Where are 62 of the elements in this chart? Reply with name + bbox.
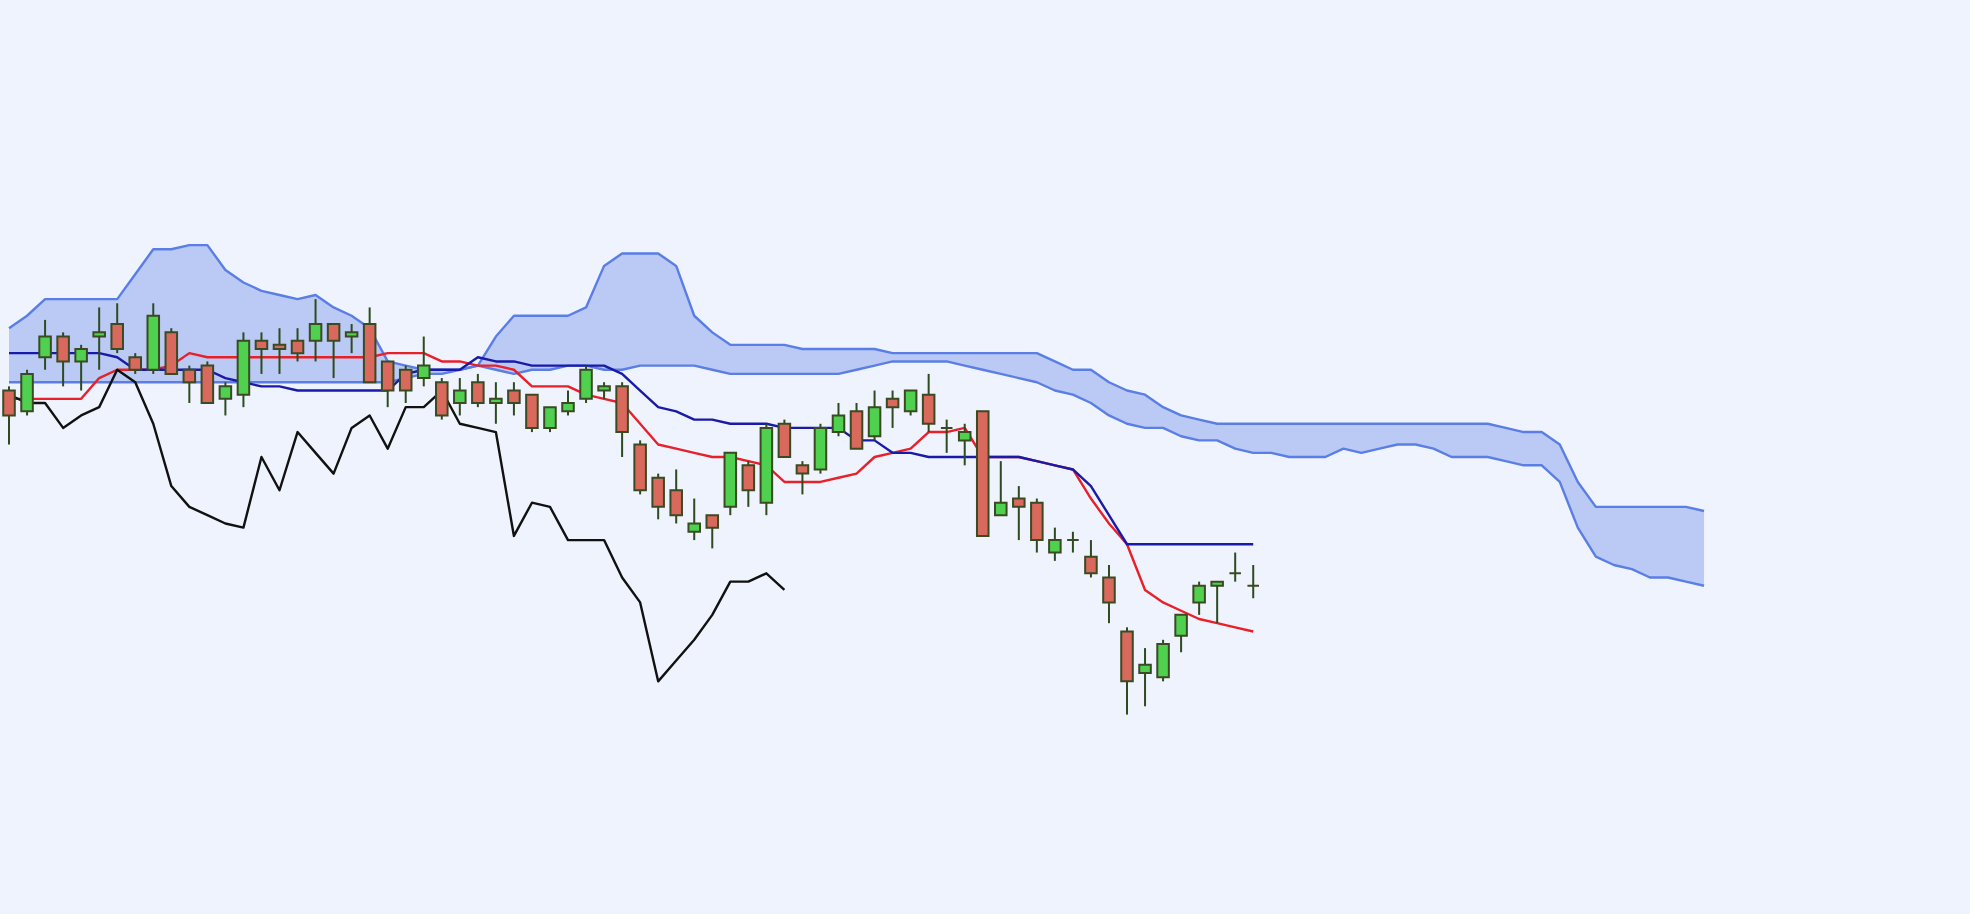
candlestick xyxy=(272,327,287,375)
candlestick xyxy=(1210,580,1224,625)
candlestick xyxy=(561,389,575,417)
candlestick xyxy=(633,439,647,496)
candlestick xyxy=(795,460,810,496)
candlestick xyxy=(290,327,305,363)
candlestick xyxy=(849,401,864,450)
candlestick xyxy=(344,323,359,355)
candlestick xyxy=(687,497,701,542)
candlestick xyxy=(218,381,233,417)
candlestick xyxy=(651,472,665,521)
candlestick xyxy=(92,306,106,371)
candlestick xyxy=(741,460,756,508)
candlestick xyxy=(705,514,720,550)
candlestick xyxy=(164,327,179,375)
candlestick xyxy=(1084,539,1098,579)
candlestick xyxy=(1228,551,1242,583)
candlestick xyxy=(182,364,197,404)
candlestick xyxy=(885,389,900,429)
candlestick xyxy=(579,364,593,404)
candlestick xyxy=(543,406,557,434)
candlestick xyxy=(525,393,539,434)
candlestick xyxy=(38,318,52,371)
candlestick xyxy=(939,418,954,454)
candlestick xyxy=(20,368,34,417)
candlestick xyxy=(1138,647,1152,708)
candlestick xyxy=(326,323,341,380)
candlestick xyxy=(398,364,413,404)
candlestick xyxy=(669,468,683,525)
candlestick xyxy=(380,360,395,409)
candlestick xyxy=(200,360,215,404)
candlestick xyxy=(74,343,88,392)
candlestick xyxy=(435,377,449,421)
candlestick xyxy=(615,381,629,458)
candlestick xyxy=(1030,497,1044,554)
candlestick xyxy=(1048,526,1062,562)
candlestick xyxy=(813,422,828,475)
candlestick xyxy=(903,389,918,417)
candlestick xyxy=(416,335,431,388)
candlestick xyxy=(489,381,503,425)
candlestick xyxy=(831,401,846,438)
candlestick xyxy=(56,331,70,388)
candlestick xyxy=(867,389,882,442)
candlestick xyxy=(254,331,269,375)
candlestick xyxy=(777,418,792,458)
candlestick xyxy=(507,381,521,417)
candlestick xyxy=(453,377,467,417)
candlestick xyxy=(921,372,936,434)
candlestick xyxy=(1246,564,1260,600)
candlestick xyxy=(471,372,485,409)
candlestick xyxy=(2,385,16,446)
candlestick xyxy=(957,422,972,467)
candlestick xyxy=(1192,580,1206,616)
candlestick xyxy=(1066,530,1080,554)
candlestick xyxy=(110,302,124,355)
candlestick xyxy=(128,352,143,375)
candlestick xyxy=(994,460,1008,517)
candlestick xyxy=(1102,564,1116,625)
candlestick xyxy=(1156,638,1170,683)
candlestick xyxy=(1174,613,1188,654)
candlestick xyxy=(1012,485,1026,542)
candlestick xyxy=(308,298,323,363)
